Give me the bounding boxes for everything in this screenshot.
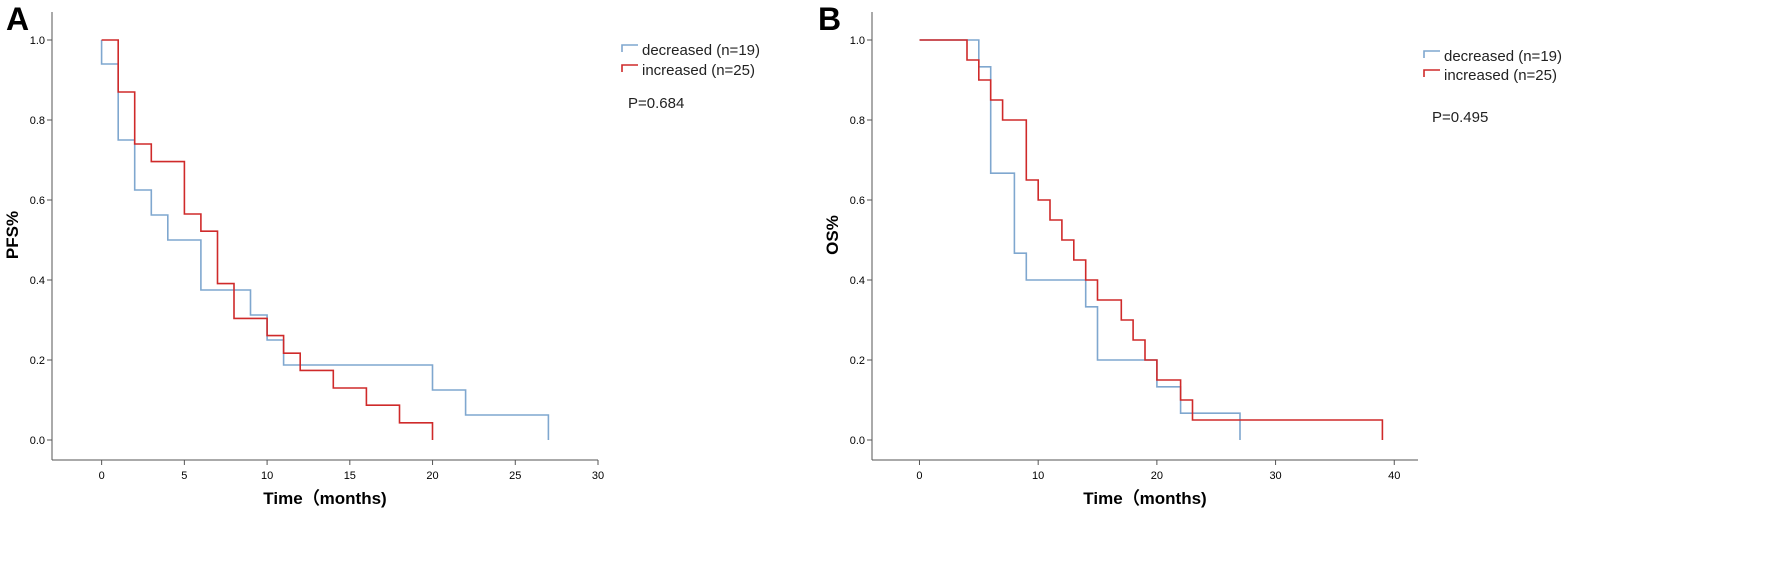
survival-curves [100, 39, 550, 440]
x-tick-label: 30 [592, 470, 604, 482]
y-tick-label: 0.0 [30, 435, 45, 447]
legend: decreased (n=19) increased (n=25) [621, 42, 760, 79]
legend-increased-label: increased (n=25) [1444, 67, 1557, 84]
axis-ticks: 0 10 20 30 40 0.0 0.2 0.4 0.6 0.8 1.0 [850, 12, 1418, 482]
panel-b-os: B OS% Time（months) 0 10 20 30 40 0.0 0.2 0.4 0.6… [818, 1, 1562, 508]
x-tick-label: 30 [1269, 470, 1281, 482]
x-axis-title: Time（months) [1083, 488, 1206, 508]
p-value: P=0.495 [1432, 109, 1488, 126]
x-tick-label: 5 [181, 470, 187, 482]
p-value: P=0.684 [628, 95, 684, 112]
x-tick-label: 25 [509, 470, 521, 482]
y-tick-label: 1.0 [30, 35, 45, 47]
y-tick-label: 0.4 [850, 275, 865, 287]
decreased-series-line [100, 40, 550, 440]
x-tick-label: 20 [426, 470, 438, 482]
x-tick-label: 40 [1388, 470, 1400, 482]
y-tick-label: 0.6 [850, 195, 865, 207]
increased-series-line [919, 39, 1384, 440]
x-tick-label: 10 [1032, 470, 1044, 482]
x-tick-label: 0 [99, 470, 105, 482]
y-axis-title: PFS% [3, 211, 22, 259]
y-tick-label: 0.8 [850, 115, 865, 127]
legend-increased-label: increased (n=25) [642, 62, 755, 79]
increased-series-line [101, 39, 434, 440]
legend-decreased-label: decreased (n=19) [642, 42, 760, 59]
legend-decreased-swatch [1423, 50, 1440, 58]
x-tick-label: 0 [916, 470, 922, 482]
legend-increased-swatch [621, 64, 638, 72]
axis-ticks: 0 5 10 15 20 25 30 0.0 0.2 0.4 0.6 0.8 1.0 [30, 12, 604, 482]
legend: decreased (n=19) increased (n=25) [1423, 48, 1562, 84]
y-tick-label: 0.4 [30, 275, 45, 287]
legend-decreased-label: decreased (n=19) [1444, 48, 1562, 65]
panel-label: A [6, 1, 29, 37]
y-tick-label: 1.0 [850, 35, 865, 47]
y-tick-label: 0.2 [30, 355, 45, 367]
legend-decreased-swatch [621, 44, 638, 52]
y-tick-label: 0.6 [30, 195, 45, 207]
survival-curves [919, 39, 1384, 440]
x-tick-label: 20 [1151, 470, 1163, 482]
y-tick-label: 0.8 [30, 115, 45, 127]
y-axis-title: OS% [823, 215, 842, 255]
panel-label: B [818, 1, 841, 37]
x-tick-label: 10 [261, 470, 273, 482]
y-tick-label: 0.0 [850, 435, 865, 447]
legend-increased-swatch [1423, 69, 1440, 77]
panel-a-pfs: A PFS% Time（months) 0 5 10 15 20 25 30 0.0 0.2 0.… [3, 1, 760, 508]
decreased-series-line [919, 39, 1241, 440]
x-axis-title: Time（months) [263, 488, 386, 508]
x-tick-label: 15 [344, 470, 356, 482]
y-tick-label: 0.2 [850, 355, 865, 367]
